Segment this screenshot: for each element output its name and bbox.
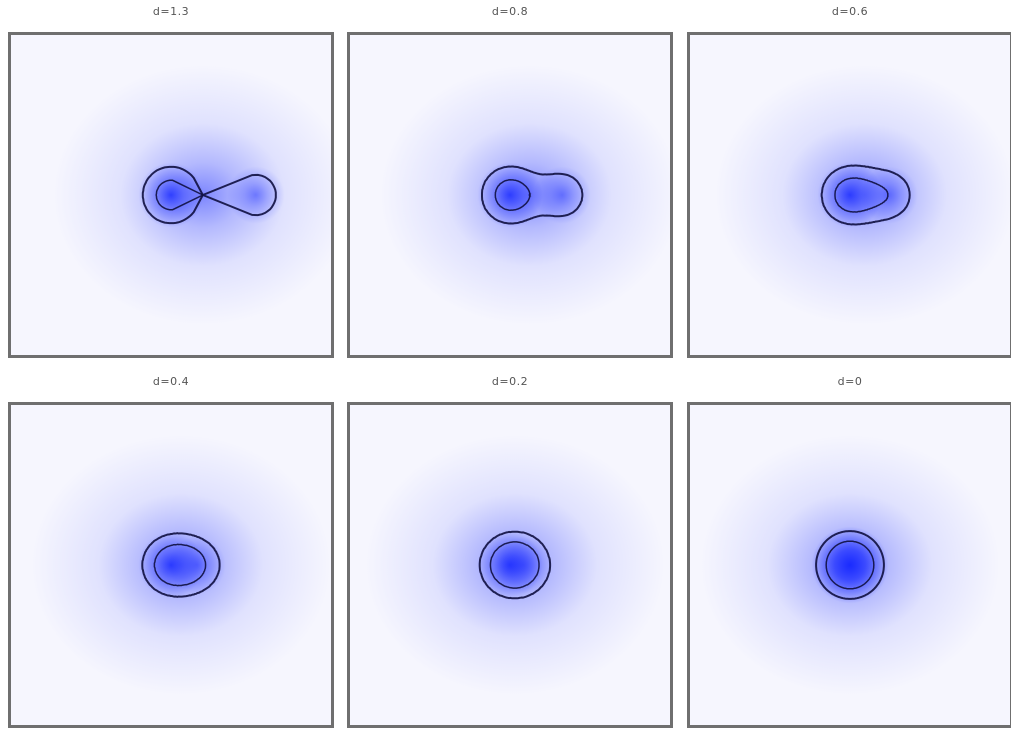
contour-line-2 — [494, 178, 532, 212]
heatmap-svg — [347, 402, 673, 728]
panel-title-1: d=1.3 — [152, 5, 190, 18]
contour-line-1 — [141, 165, 277, 225]
contour-line-1 — [478, 530, 552, 600]
contour-line-2 — [834, 177, 889, 213]
source-core-primary — [138, 162, 204, 228]
source-core-secondary — [494, 536, 552, 594]
heatmap-svg — [687, 402, 1011, 728]
source-core-primary — [477, 162, 543, 228]
contour-line-1 — [141, 532, 221, 598]
plot-frame — [8, 32, 334, 358]
heatmap-svg — [8, 402, 334, 728]
panel-title-5: d=0.2 — [491, 375, 529, 388]
contour-line-2 — [153, 543, 207, 587]
contour-line-1 — [820, 164, 911, 226]
contour-line-1 — [815, 530, 885, 600]
plot-frame — [8, 402, 334, 728]
panel-title-6: d=0 — [837, 375, 863, 388]
contour-line-2 — [825, 540, 875, 590]
panel-title-3: d=0.6 — [831, 5, 869, 18]
plot-frame — [687, 32, 1011, 358]
heatmap-panel-5 — [347, 402, 673, 728]
heatmap-svg — [687, 32, 1011, 358]
contour-line-1 — [481, 165, 584, 225]
heatmap-svg — [8, 32, 334, 358]
source-core-secondary — [168, 536, 226, 594]
heatmap-panel-3 — [687, 32, 1011, 358]
contour-line-2 — [155, 179, 205, 211]
heatmap-panel-2 — [347, 32, 673, 358]
plot-frame — [347, 32, 673, 358]
source-core-primary — [811, 526, 889, 604]
heatmap-svg — [347, 32, 673, 358]
heatmap-panel-4 — [8, 402, 334, 728]
heatmap-panel-1 — [8, 32, 334, 358]
heatmap-panel-6 — [687, 402, 1011, 728]
panel-title-2: d=0.8 — [491, 5, 529, 18]
plot-frame — [347, 402, 673, 728]
panel-title-4: d=0.4 — [152, 375, 190, 388]
contour-line-2 — [489, 541, 540, 589]
plot-frame — [687, 402, 1011, 728]
